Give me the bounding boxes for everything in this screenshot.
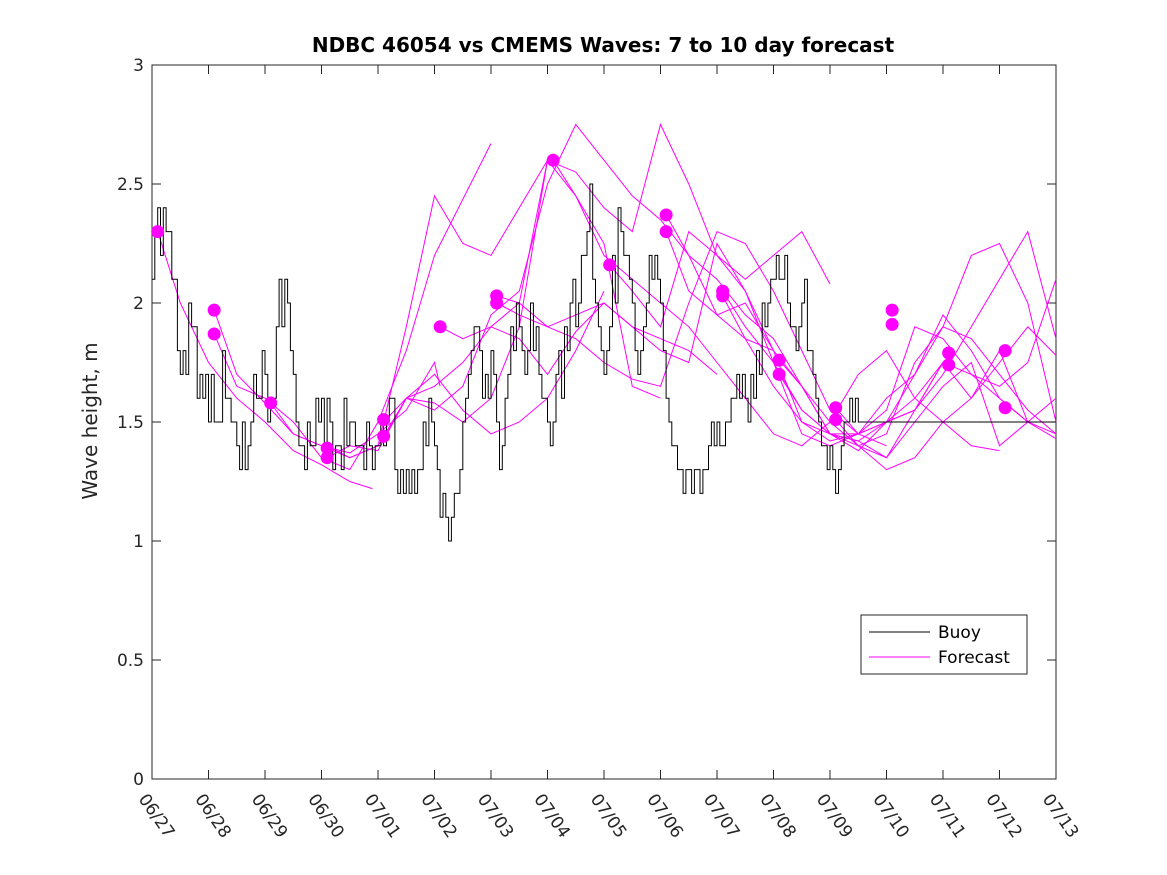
plot-area: 0 0.5 1 1.5 2 2.5 3 06/27 06/28 06/29 06/30 07/01 07…: [117, 56, 1082, 842]
x-tick-label: 07/05: [586, 790, 630, 842]
forecast-marker: [433, 320, 447, 334]
forecast-line: [835, 313, 1057, 440]
forecast-marker: [998, 401, 1012, 415]
forecast-marker: [885, 317, 899, 331]
x-tick-label: 06/29: [247, 790, 291, 842]
forecast-marker: [716, 289, 730, 303]
forecast-marker: [603, 258, 617, 272]
legend-forecast-label: Forecast: [938, 648, 1010, 668]
forecast-marker: [998, 344, 1012, 358]
forecast-marker: [829, 413, 843, 427]
x-tick-label: 07/03: [473, 790, 517, 842]
y-axis-label: Wave height, m: [78, 342, 102, 499]
x-tick-label: 07/01: [360, 790, 404, 842]
legend-buoy-label: Buoy: [938, 623, 981, 643]
forecast-marker: [659, 208, 673, 222]
forecast-line: [383, 302, 718, 423]
forecast-line: [157, 231, 373, 490]
x-tick-label: 06/27: [134, 790, 178, 842]
y-tick-label: 3: [133, 56, 144, 76]
x-tick-label: 07/06: [642, 790, 686, 842]
x-tick-label: 07/02: [416, 790, 460, 842]
forecast-marker: [942, 346, 956, 360]
forecast-marker: [377, 429, 391, 443]
y-tick-label: 2: [133, 294, 144, 314]
forecast-marker: [151, 225, 165, 239]
legend: Buoy Forecast: [860, 614, 1028, 675]
x-tick-label: 06/30: [303, 790, 347, 842]
legend-box: [860, 614, 1028, 675]
forecast-marker: [772, 353, 786, 367]
forecast-line: [383, 123, 774, 439]
x-tick-label: 07/13: [1038, 790, 1082, 842]
forecast-marker: [546, 153, 560, 167]
forecast-marker: [207, 303, 221, 317]
x-tick-label: 07/04: [529, 790, 573, 842]
forecast-marker: [490, 296, 504, 310]
y-tick-label: 2.5: [117, 175, 144, 195]
x-tick-label: 07/10: [868, 790, 912, 842]
x-tick-label: 07/07: [699, 790, 743, 842]
forecast-marker: [772, 367, 786, 381]
forecast-marker: [264, 396, 278, 410]
forecast-marker: [942, 358, 956, 372]
chart-title: NDBC 46054 vs CMEMS Waves: 7 to 10 day f…: [312, 33, 895, 57]
y-tick-label: 1: [133, 532, 144, 552]
forecast-marker: [377, 413, 391, 427]
y-tick-label: 0.5: [117, 651, 144, 671]
forecast-marker: [659, 225, 673, 239]
forecast-line: [326, 290, 605, 459]
forecast-marker: [885, 303, 899, 317]
forecast-marker: [829, 401, 843, 415]
x-tick-label: 07/12: [981, 790, 1025, 842]
y-tick-label: 0: [133, 770, 144, 790]
forecast-marker: [320, 451, 334, 465]
forecast-marker: [207, 327, 221, 341]
x-tick-label: 07/09: [812, 790, 856, 842]
x-tick-label: 06/28: [190, 790, 234, 842]
forecast-marker: [320, 441, 334, 455]
forecast-line: [439, 123, 831, 340]
x-tick-label: 07/08: [755, 790, 799, 842]
buoy-line: [152, 183, 1056, 542]
x-tick-label: 07/11: [925, 790, 969, 842]
y-tick-label: 1.5: [117, 413, 144, 433]
forecast-line: [552, 159, 1000, 452]
